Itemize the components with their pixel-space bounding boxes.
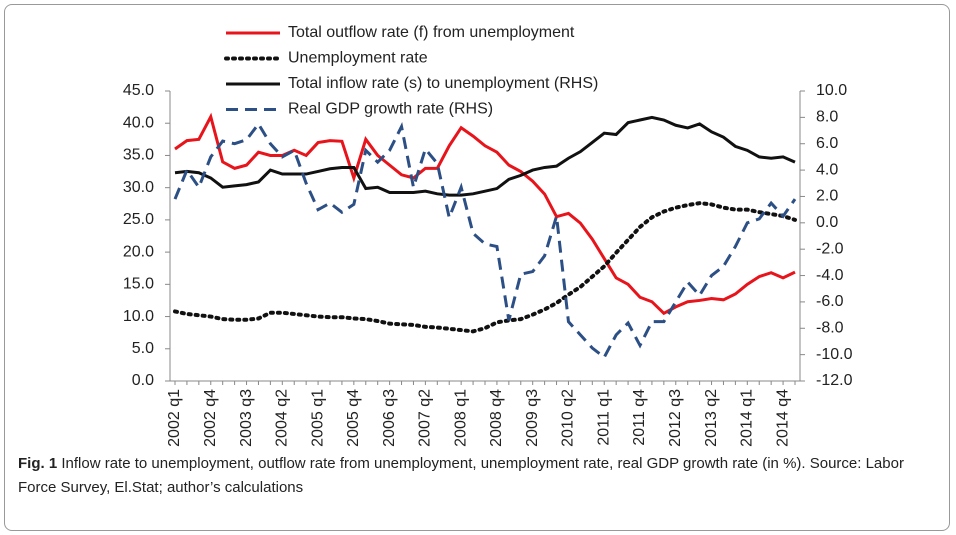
series-line — [173, 121, 797, 360]
y-tick-label: 15.0 — [123, 276, 154, 293]
x-tick-label: 2002 q4 — [202, 389, 219, 447]
caption: Fig. 1 Inflow rate to unemployment, outf… — [18, 452, 918, 500]
x-tick-label: 2008 q4 — [488, 389, 505, 447]
caption-text: Inflow rate to unemployment, outflow rat… — [18, 455, 904, 496]
y-tick-label: 40.0 — [123, 114, 154, 131]
legend-label: Real GDP growth rate (RHS) — [288, 101, 493, 118]
y2-tick-label: -8.0 — [816, 319, 844, 336]
y2-tick-label: -12.0 — [816, 372, 853, 389]
series-line — [174, 115, 796, 197]
legend-label: Total outflow rate (f) from unemployment — [288, 24, 575, 41]
y2-tick-label: 6.0 — [816, 135, 838, 152]
x-tick-label: 2006 q3 — [381, 389, 398, 447]
x-tick-label: 2013 q2 — [703, 389, 720, 447]
y-tick-label: 0.0 — [132, 372, 154, 389]
y-tick-label: 20.0 — [123, 243, 154, 260]
x-tick-label: 2005 q4 — [345, 389, 362, 447]
chart: 0.0 5.0 10.0 15.0 20.0 25.0 30.0 35.0 40.0 45.0 -1… — [123, 24, 853, 447]
y2-tick-label: -6.0 — [816, 293, 844, 310]
x-tick-label: 2011 q4 — [631, 389, 648, 446]
y-tick-label: 5.0 — [132, 340, 154, 357]
y-tick-label: 30.0 — [123, 179, 154, 196]
y2-tick-label: -4.0 — [816, 267, 844, 284]
y-tick-label: 45.0 — [123, 82, 154, 99]
figure-frame — [4, 4, 950, 531]
x-tick-label: 2002 q1 — [166, 389, 183, 447]
y2-tick-label: -2.0 — [816, 240, 844, 257]
x-tick-label: 2009 q3 — [524, 389, 541, 447]
x-tick-label: 2005 q1 — [309, 389, 326, 447]
y2-tick-label: 10.0 — [816, 82, 847, 99]
y-tick-label: 25.0 — [123, 211, 154, 228]
y2-tick-label: 2.0 — [816, 188, 838, 205]
x-tick-label: 2014 q4 — [774, 389, 791, 447]
x-tick-label: 2010 q2 — [560, 389, 577, 447]
legend-label: Total inflow rate (s) to unemployment (R… — [288, 75, 598, 92]
y2-tick-label: 8.0 — [816, 109, 838, 126]
x-tick-label: 2003 q3 — [238, 389, 255, 447]
series-line — [173, 201, 797, 334]
x-tick-label: 2012 q3 — [667, 389, 684, 447]
x-tick-label: 2014 q1 — [739, 389, 756, 447]
y-tick-label: 35.0 — [123, 147, 154, 164]
x-tick-label: 2007 q2 — [417, 389, 434, 447]
y-tick-label: 10.0 — [123, 308, 154, 325]
legend-label: Unemployment rate — [288, 50, 428, 67]
y2-tick-label: 0.0 — [816, 214, 838, 231]
y2-tick-label: -10.0 — [816, 346, 853, 363]
series-line — [174, 112, 796, 316]
caption-label: Fig. 1 — [18, 455, 58, 472]
y2-tick-label: 4.0 — [816, 161, 838, 178]
x-tick-label: 2004 q2 — [274, 389, 291, 447]
x-tick-label: 2008 q1 — [452, 389, 469, 447]
x-tick-label: 2011 q1 — [595, 389, 612, 446]
